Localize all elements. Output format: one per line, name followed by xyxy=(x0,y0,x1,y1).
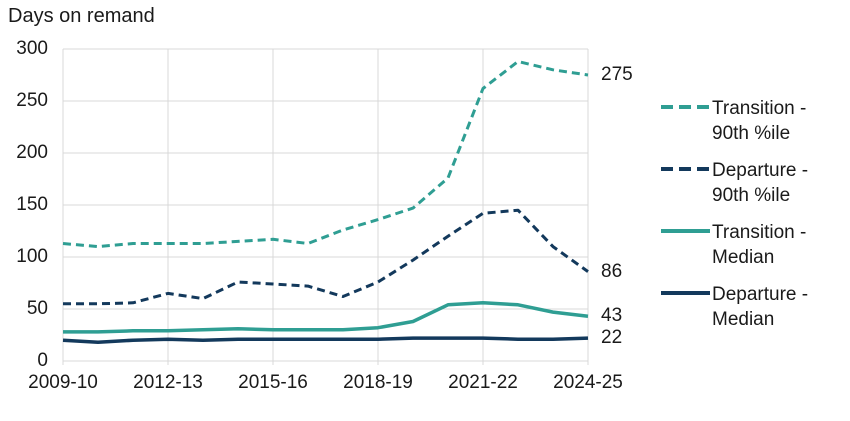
legend-line-sample-solid-navy xyxy=(661,291,710,295)
legend-label: Transition - Median xyxy=(712,220,806,270)
legend-label-line2: Median xyxy=(712,309,775,330)
legend-item-transition-90th: Transition - 90th %ile xyxy=(660,96,808,146)
legend-label-line1: Transition - xyxy=(712,222,807,243)
y-axis-tick-label: 50 xyxy=(26,298,48,319)
x-axis-tick-label: 2012-13 xyxy=(133,372,203,393)
series-line-departure-median xyxy=(62,336,589,345)
x-axis-tick-label: 2018-19 xyxy=(343,372,413,393)
legend-item-departure-median: Departure - Median xyxy=(660,282,808,332)
y-axis-tick-label: 0 xyxy=(37,350,48,371)
legend-label-line1: Departure - xyxy=(712,284,809,305)
x-axis-tick-label: 2021-22 xyxy=(448,372,518,393)
x-axis-tick-label: 2009-10 xyxy=(28,372,98,393)
legend-label-line2: Median xyxy=(712,247,775,268)
legend-line-sample-solid-teal xyxy=(661,229,710,233)
series-end-value-label: 86 xyxy=(601,260,623,282)
chart-legend: Transition - 90th %ile Departure - 90th … xyxy=(660,96,808,332)
legend-label-line1: Transition - xyxy=(712,98,807,119)
series-line-transition-90th-ile xyxy=(62,60,589,249)
legend-label: Departure - Median xyxy=(712,282,808,332)
legend-item-departure-90th: Departure - 90th %ile xyxy=(660,158,808,208)
legend-label-line1: Departure - xyxy=(712,160,809,181)
series-line-transition-median xyxy=(63,301,589,334)
series-end-value-label: 275 xyxy=(601,64,633,85)
chart-title: Days on remand xyxy=(8,5,155,27)
x-axis-tick-label: 2015-16 xyxy=(238,372,308,393)
legend-label: Transition - 90th %ile xyxy=(712,96,806,146)
series-end-value-label: 22 xyxy=(601,327,623,349)
y-axis-tick-label: 300 xyxy=(16,38,48,59)
legend-line-sample-dashed-teal xyxy=(661,105,710,109)
legend-label: Departure - 90th %ile xyxy=(712,158,808,208)
series-end-value-label: 43 xyxy=(601,305,623,327)
legend-item-transition-median: Transition - Median xyxy=(660,220,808,270)
legend-line-sample-dashed-navy xyxy=(661,167,710,171)
legend-label-line2: 90th %ile xyxy=(712,123,791,144)
y-axis-tick-label: 200 xyxy=(16,142,48,163)
legend-label-line2: 90th %ile xyxy=(712,185,791,206)
y-axis-tick-label: 150 xyxy=(16,194,48,215)
y-axis-tick-label: 250 xyxy=(16,90,48,111)
x-axis-tick-label: 2024-25 xyxy=(553,372,623,393)
y-axis-tick-label: 100 xyxy=(16,246,48,267)
